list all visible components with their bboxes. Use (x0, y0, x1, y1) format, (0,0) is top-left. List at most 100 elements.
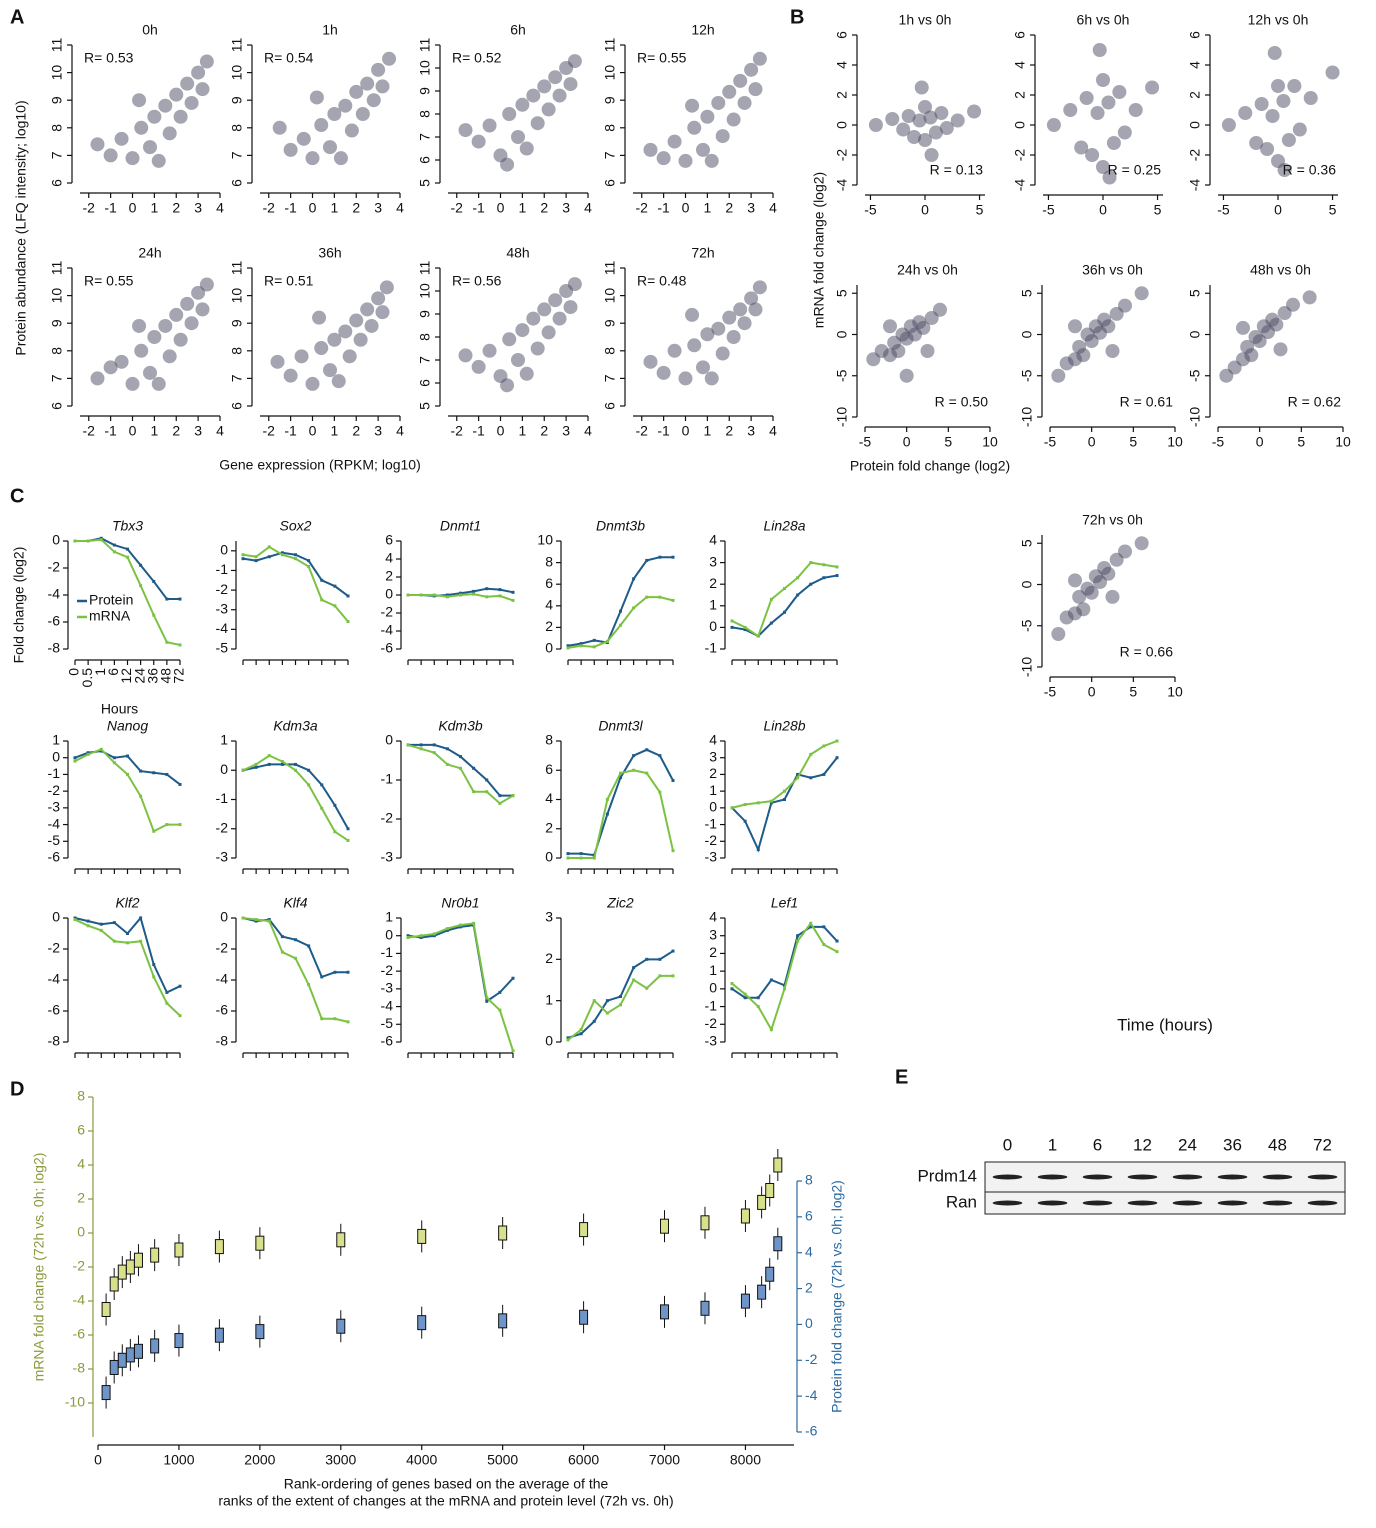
marker (593, 645, 596, 648)
point (1293, 123, 1307, 137)
marker (255, 918, 258, 921)
y-tick-label: 6 (229, 402, 245, 410)
y-tick-label: -4 (834, 179, 850, 192)
point (345, 124, 359, 138)
marker (459, 755, 462, 758)
point (174, 333, 188, 347)
box (337, 1233, 345, 1247)
y-tick-label: 4 (709, 732, 717, 748)
point (158, 99, 172, 113)
point (915, 81, 929, 95)
annotation: R= 0.55 (637, 50, 687, 66)
chart-title: Lin28a (763, 518, 805, 534)
point (1047, 118, 1061, 132)
marker (139, 584, 142, 587)
marker (347, 594, 350, 597)
y-tick-label: 10 (417, 60, 433, 76)
marker (783, 987, 786, 990)
marker (139, 770, 142, 773)
x-tick-label: 3 (747, 200, 755, 216)
marker (165, 598, 168, 601)
y-tick-label: 0 (220, 761, 228, 777)
y-tick-label: -8 (48, 640, 61, 656)
point (934, 106, 948, 120)
point (1145, 81, 1159, 95)
y-tick-label: 4 (545, 790, 553, 806)
x-tick-label: -5 (1042, 202, 1055, 218)
lane-label: 1 (1048, 1135, 1057, 1154)
marker (407, 594, 410, 597)
point (1063, 103, 1077, 117)
y-tick-label: 7 (49, 151, 65, 159)
marker (731, 806, 734, 809)
y-tick-label: -4 (73, 1292, 86, 1308)
marker (446, 747, 449, 750)
y-tick-label: 6 (602, 179, 618, 187)
marker (658, 958, 661, 961)
band (1128, 1201, 1158, 1206)
marker (472, 790, 475, 793)
marker (744, 803, 747, 806)
y-tick-label: 8 (417, 110, 433, 118)
band (1263, 1201, 1293, 1206)
point (1118, 299, 1132, 313)
point (568, 277, 582, 291)
y-tick-label: 9 (602, 319, 618, 327)
point (273, 121, 287, 135)
point (900, 369, 914, 383)
y-tick-label: 4 (709, 532, 717, 548)
point (711, 322, 725, 336)
point (297, 132, 311, 146)
marker (567, 1038, 570, 1041)
y-tick-label: 2 (545, 819, 553, 835)
x-tick-label: 6000 (568, 1452, 599, 1468)
x-tick-label: 2 (540, 200, 548, 216)
annotation: R= 0.51 (264, 273, 314, 289)
annotation: R= 0.54 (264, 50, 314, 66)
box (110, 1360, 118, 1374)
marker (809, 922, 812, 925)
marker (179, 1014, 182, 1017)
point (891, 344, 905, 358)
x-tick-label: 1 (150, 423, 158, 439)
point (1236, 321, 1250, 335)
y-tick-label: -6 (48, 613, 61, 629)
marker (783, 587, 786, 590)
point (169, 308, 183, 322)
point (1266, 109, 1280, 123)
point (727, 330, 741, 344)
point (716, 347, 730, 361)
box (774, 1237, 782, 1251)
marker (459, 594, 462, 597)
y-tick-label: 7 (49, 374, 65, 382)
point (1093, 43, 1107, 57)
marker (645, 958, 648, 961)
y-tick-label: -2 (48, 782, 61, 798)
point (1101, 319, 1115, 333)
point (284, 143, 298, 157)
y-tick-label: -10 (1019, 657, 1035, 677)
y-tick-label: 11 (602, 261, 618, 276)
x-tick-label: 1 (703, 200, 711, 216)
y-tick-label: -2 (834, 149, 850, 162)
x-tick-label: 2 (352, 200, 360, 216)
marker (242, 557, 245, 560)
x-tick-label: 7000 (649, 1452, 680, 1468)
x-tick-label: 3 (562, 423, 570, 439)
point (284, 369, 298, 383)
y-tick-label: -3 (705, 849, 718, 865)
box (256, 1325, 264, 1339)
marker (74, 918, 77, 921)
series-line (243, 764, 348, 828)
point (1118, 545, 1132, 559)
annotation: R= 0.53 (84, 50, 134, 66)
y-tick-label: -1 (216, 561, 229, 577)
marker (606, 798, 609, 801)
y-tick-label: -6 (73, 1326, 86, 1342)
y-tick-label: 8 (545, 553, 553, 569)
point (180, 77, 194, 91)
marker (593, 999, 596, 1002)
marker (658, 791, 661, 794)
marker (100, 923, 103, 926)
y-tick-label: -8 (216, 1033, 229, 1049)
